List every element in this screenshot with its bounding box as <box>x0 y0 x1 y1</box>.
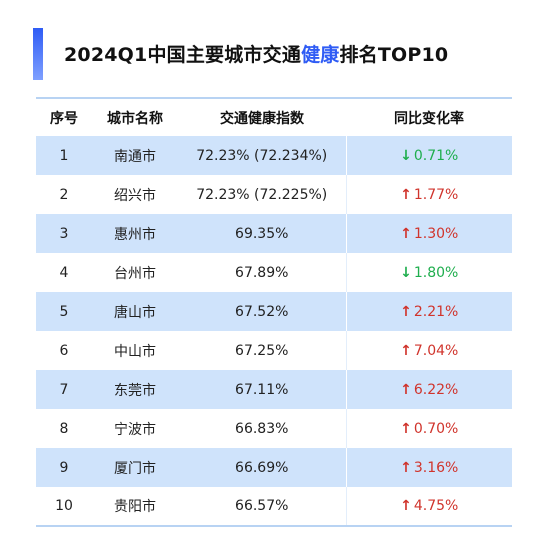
table-row: 1 南通市 72.23% (72.234%) ↓ 0.71% <box>36 136 512 175</box>
cell-index: 67.11% <box>235 381 289 398</box>
arrow-up-icon: ↑ <box>400 225 412 242</box>
arrow-up-icon: ↑ <box>400 186 412 203</box>
cell-city: 南通市 <box>114 148 156 165</box>
header-rank: 序号 <box>50 110 78 127</box>
cell-index: 67.89% <box>235 264 289 281</box>
arrow-up-icon: ↑ <box>400 303 412 320</box>
cell-city: 厦门市 <box>114 460 156 477</box>
change-percent: 0.71% <box>413 147 459 164</box>
cell-rank: 9 <box>59 459 69 476</box>
change-value: ↓ 1.80% <box>400 265 458 281</box>
cell-city: 东莞市 <box>114 382 156 399</box>
change-value: ↑ 3.16% <box>400 460 458 476</box>
change-percent: 4.75% <box>413 498 459 514</box>
cell-index: 66.83% <box>235 420 289 437</box>
arrow-up-icon: ↑ <box>400 498 412 514</box>
arrow-up-icon: ↑ <box>400 459 412 476</box>
cell-index: 67.52% <box>235 303 289 320</box>
table-header-row: 序号 城市名称 交通健康指数 同比变化率 <box>36 98 512 136</box>
table-row: 8 宁波市 66.83% ↑ 0.70% <box>36 409 512 448</box>
cell-index: 72.23% (72.225%) <box>196 186 328 203</box>
cell-rank: 2 <box>59 186 69 203</box>
cell-change: ↓ 0.71% <box>345 136 512 175</box>
cell-change: ↑ 1.77% <box>345 175 512 214</box>
cell-city: 宁波市 <box>114 421 156 438</box>
arrow-up-icon: ↑ <box>400 342 412 359</box>
cell-rank: 6 <box>59 342 69 359</box>
cell-change: ↓ 1.80% <box>345 253 512 292</box>
cell-change: ↑ 2.21% <box>345 292 512 331</box>
title-suffix: 排名TOP10 <box>339 44 449 66</box>
cell-rank: 7 <box>59 381 69 398</box>
cell-city: 惠州市 <box>114 226 156 243</box>
cell-city: 台州市 <box>114 265 156 282</box>
change-percent: 6.22% <box>413 381 459 398</box>
table-row: 3 惠州市 69.35% ↑ 1.30% <box>36 214 512 253</box>
table-row: 6 中山市 67.25% ↑ 7.04% <box>36 331 512 370</box>
change-value: ↓ 0.71% <box>400 148 458 164</box>
ranking-table: 序号 城市名称 交通健康指数 同比变化率 1 南通市 72.23% (72.234%… <box>36 97 512 527</box>
table-row: 4 台州市 67.89% ↓ 1.80% <box>36 253 512 292</box>
change-value: ↑ 0.70% <box>400 421 458 437</box>
title-prefix: 2024Q1中国主要城市交通 <box>64 44 302 66</box>
change-value: ↑ 4.75% <box>400 498 458 514</box>
title-accent-bar <box>33 28 43 80</box>
change-percent: 0.70% <box>413 420 459 437</box>
arrow-up-icon: ↑ <box>400 381 412 398</box>
cell-city: 中山市 <box>114 343 156 360</box>
table-row: 10 贵阳市 66.57% ↑ 4.75% <box>36 487 512 526</box>
header-index: 交通健康指数 <box>220 110 304 127</box>
change-percent: 7.04% <box>413 342 459 359</box>
cell-change: ↑ 7.04% <box>345 331 512 370</box>
cell-rank: 8 <box>59 420 69 437</box>
cell-rank: 1 <box>59 147 69 164</box>
change-percent: 3.16% <box>413 459 459 476</box>
arrow-down-icon: ↓ <box>400 147 412 164</box>
change-value: ↑ 6.22% <box>400 382 458 398</box>
header-change: 同比变化率 <box>394 110 464 127</box>
cell-index: 69.35% <box>235 225 289 242</box>
cell-change: ↑ 4.75% <box>345 487 512 526</box>
change-percent: 2.21% <box>413 303 459 320</box>
change-value: ↑ 1.77% <box>400 187 458 203</box>
arrow-down-icon: ↓ <box>400 264 412 281</box>
cell-city: 贵阳市 <box>114 499 156 515</box>
cell-index: 66.57% <box>235 498 289 514</box>
table-row: 5 唐山市 67.52% ↑ 2.21% <box>36 292 512 331</box>
title-highlight: 健康 <box>301 44 340 66</box>
table-body: 1 南通市 72.23% (72.234%) ↓ 0.71% 2 绍兴市 72.23% (72… <box>36 136 512 526</box>
cell-rank: 5 <box>59 303 69 320</box>
cell-index: 67.25% <box>235 342 289 359</box>
change-percent: 1.30% <box>413 225 459 242</box>
cell-city: 唐山市 <box>114 304 156 321</box>
page-title: 2024Q1中国主要城市交通健康排名TOP10 <box>64 40 448 67</box>
table-row: 7 东莞市 67.11% ↑ 6.22% <box>36 370 512 409</box>
cell-rank: 10 <box>55 498 73 514</box>
table-row: 2 绍兴市 72.23% (72.225%) ↑ 1.77% <box>36 175 512 214</box>
cell-rank: 3 <box>59 225 69 242</box>
header-city: 城市名称 <box>107 110 163 127</box>
cell-index: 66.69% <box>235 459 289 476</box>
cell-index: 72.23% (72.234%) <box>196 147 328 164</box>
cell-change: ↑ 0.70% <box>345 409 512 448</box>
cell-change: ↑ 3.16% <box>345 448 512 487</box>
change-percent: 1.80% <box>413 264 459 281</box>
cell-change: ↑ 6.22% <box>345 370 512 409</box>
change-value: ↑ 7.04% <box>400 343 458 359</box>
change-value: ↑ 1.30% <box>400 226 458 242</box>
table-row: 9 厦门市 66.69% ↑ 3.16% <box>36 448 512 487</box>
cell-city: 绍兴市 <box>114 187 156 204</box>
arrow-up-icon: ↑ <box>400 420 412 437</box>
change-percent: 1.77% <box>413 186 459 203</box>
change-value: ↑ 2.21% <box>400 304 458 320</box>
cell-rank: 4 <box>59 264 69 281</box>
cell-change: ↑ 1.30% <box>345 214 512 253</box>
